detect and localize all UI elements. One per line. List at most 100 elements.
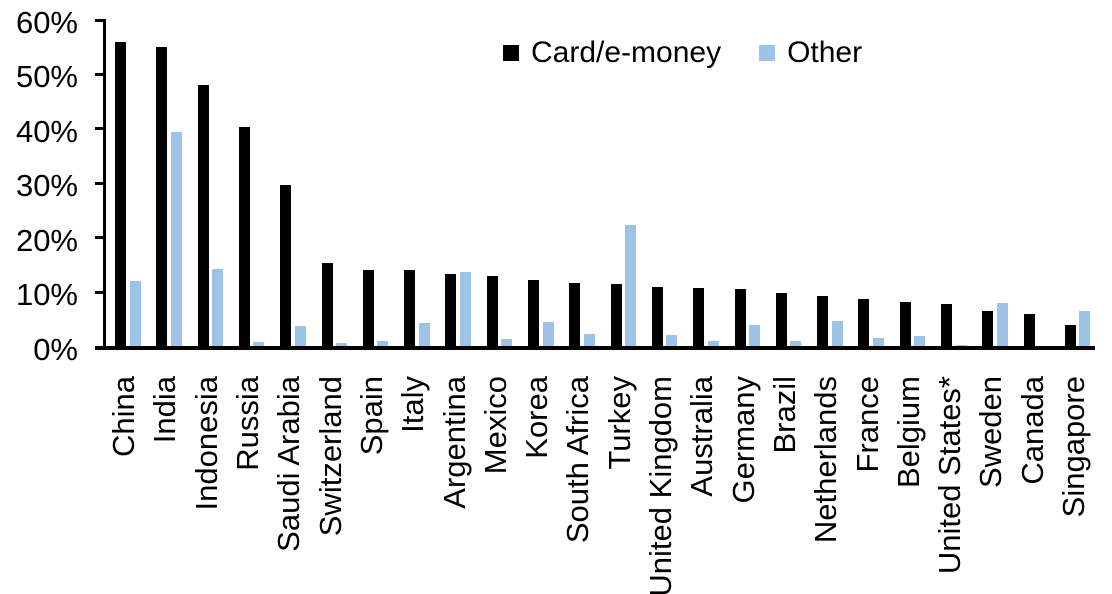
bar-card-e-money-china <box>115 41 126 347</box>
x-axis-label-slot-italy: Italy <box>392 376 433 594</box>
x-axis-label-slot-united-kingdom: United Kingdom <box>640 376 681 594</box>
bar-other-united-kingdom <box>666 334 678 347</box>
y-axis-tick-mark <box>95 127 104 131</box>
bar-other-spain <box>377 341 389 347</box>
bar-other-belgium <box>914 335 926 347</box>
x-axis-label: Brazil <box>766 376 802 454</box>
bar-other-sweden <box>996 302 1008 347</box>
x-axis-label: Turkey <box>601 376 637 470</box>
bar-card-e-money-south-africa <box>569 283 581 347</box>
bar-card-e-money-australia <box>693 288 705 347</box>
bar-other-netherlands <box>831 320 843 347</box>
x-axis-label: South Africa <box>560 376 596 544</box>
x-axis-label: United Kingdom <box>643 376 679 594</box>
x-axis-label: Saudi Arabia <box>271 376 307 552</box>
bar-card-e-money-france <box>858 299 870 347</box>
y-axis-tick-label: 50% <box>15 59 78 95</box>
x-axis-label-slot-australia: Australia <box>681 376 722 594</box>
x-axis-label-slot-united-states: United States* <box>929 376 970 594</box>
x-axis-label: Mexico <box>477 376 513 475</box>
x-axis-label-slot-turkey: Turkey <box>599 376 640 594</box>
y-axis-tick-label: 10% <box>15 277 78 313</box>
bar-card-e-money-united-states <box>941 303 952 347</box>
bar-other-korea <box>542 322 554 347</box>
x-axis-label: Germany <box>725 376 761 504</box>
y-axis-tick-mark <box>95 72 104 76</box>
bar-card-e-money-united-kingdom <box>651 286 663 347</box>
bar-card-e-money-switzerland <box>321 263 333 347</box>
x-axis-label: Canada <box>1014 376 1050 485</box>
bar-other-germany <box>749 325 760 347</box>
legend-item-card-emoney: Card/e-money <box>503 36 721 70</box>
y-axis-tick-mark <box>95 181 104 185</box>
legend-label-other: Other <box>787 36 863 69</box>
x-axis-label: United States* <box>932 376 968 575</box>
x-axis-label-slot-argentina: Argentina <box>433 376 474 594</box>
x-axis-label-slot-belgium: Belgium <box>888 376 929 594</box>
y-axis-tick-mark <box>95 236 104 240</box>
card-emoney-swatch-icon <box>503 45 519 61</box>
bar-card-e-money-mexico <box>486 276 498 347</box>
bar-other-turkey <box>625 224 637 347</box>
bar-other-china <box>129 280 141 347</box>
bar-card-e-money-turkey <box>610 283 622 347</box>
bar-other-italy <box>418 322 430 347</box>
x-axis-label-slot-korea: Korea <box>516 376 557 594</box>
bar-other-australia <box>707 341 719 347</box>
bar-other-singapore <box>1079 310 1091 347</box>
bar-card-e-money-saudi-arabia <box>280 185 292 347</box>
y-axis-tick-label: 30% <box>15 168 78 204</box>
bar-card-e-money-india <box>156 47 168 347</box>
legend-item-other: Other <box>759 36 862 70</box>
legend: Card/e-money Other <box>503 36 862 70</box>
x-axis-label: Netherlands <box>808 376 844 544</box>
y-axis-line <box>103 19 106 347</box>
bar-card-e-money-sweden <box>982 311 994 347</box>
legend-label-card-emoney: Card/e-money <box>531 36 722 69</box>
y-axis-tick-mark <box>95 290 104 294</box>
x-axis-label-slot-indonesia: Indonesia <box>186 376 227 594</box>
y-axis-tick-mark <box>95 18 104 22</box>
bar-card-e-money-argentina <box>445 274 457 347</box>
x-axis-label: Korea <box>519 376 555 459</box>
bar-other-brazil <box>790 340 802 347</box>
bar-other-russia <box>253 341 265 347</box>
x-axis-label-slot-brazil: Brazil <box>764 376 805 594</box>
y-axis-tick-label: 40% <box>15 113 78 149</box>
x-axis-label: France <box>849 376 885 473</box>
bar-other-india <box>170 131 182 347</box>
bar-card-e-money-russia <box>238 126 250 347</box>
bar-other-south-africa <box>583 333 595 347</box>
x-axis-label-slot-spain: Spain <box>351 376 392 594</box>
x-axis-label-slot-south-africa: South Africa <box>557 376 598 594</box>
bar-card-e-money-belgium <box>899 301 911 347</box>
x-axis-label-slot-france: France <box>846 376 887 594</box>
other-swatch-icon <box>759 45 776 61</box>
y-axis-tick-label: 0% <box>33 331 78 367</box>
bar-other-saudi-arabia <box>294 326 306 347</box>
bar-other-indonesia <box>212 268 224 347</box>
bar-card-e-money-brazil <box>775 292 787 347</box>
x-axis-label: Sweden <box>973 376 1009 489</box>
x-axis-label: India <box>147 376 183 444</box>
x-axis-label-slot-germany: Germany <box>723 376 764 594</box>
bar-card-e-money-singapore <box>1064 325 1076 347</box>
x-axis-label: China <box>106 376 142 457</box>
bar-other-argentina <box>459 272 471 347</box>
bar-other-switzerland <box>336 342 347 347</box>
x-axis-label-slot-sweden: Sweden <box>970 376 1011 594</box>
x-axis-label: Singapore <box>1056 376 1092 518</box>
x-axis-label-slot-canada: Canada <box>1012 376 1053 594</box>
x-axis-label: Australia <box>684 376 720 497</box>
bar-other-france <box>872 338 884 347</box>
x-axis-label: Argentina <box>436 376 472 509</box>
bar-card-e-money-germany <box>734 289 746 347</box>
bar-card-e-money-spain <box>362 269 374 347</box>
bar-card-e-money-korea <box>528 280 539 347</box>
y-axis-tick-label: 20% <box>15 222 78 258</box>
x-axis-label: Indonesia <box>188 376 224 511</box>
x-axis-label-slot-russia: Russia <box>227 376 268 594</box>
bar-card-e-money-netherlands <box>817 296 829 347</box>
x-axis-label-slot-india: India <box>144 376 185 594</box>
x-axis-label: Spain <box>353 376 389 456</box>
